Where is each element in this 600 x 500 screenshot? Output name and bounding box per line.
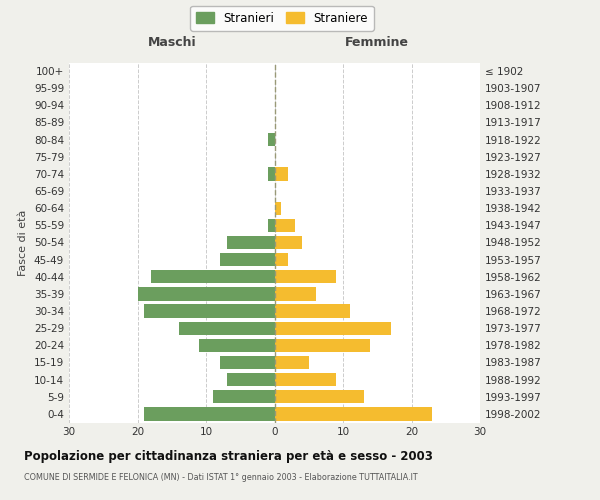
Bar [275,287,316,300]
Bar [275,373,336,386]
Text: Maschi: Maschi [148,36,196,49]
Bar [275,236,302,249]
Bar [179,322,275,335]
Bar [137,287,275,300]
Bar [227,373,275,386]
Bar [145,407,275,420]
Bar [275,407,432,420]
Bar [268,218,275,232]
Bar [275,270,336,283]
Bar [227,236,275,249]
Bar [268,133,275,146]
Bar [275,304,350,318]
Bar [213,390,275,404]
Text: COMUNE DI SERMIDE E FELONICA (MN) - Dati ISTAT 1° gennaio 2003 - Elaborazione TU: COMUNE DI SERMIDE E FELONICA (MN) - Dati… [24,472,418,482]
Text: Femmine: Femmine [345,36,409,49]
Bar [220,356,275,369]
Bar [199,338,275,352]
Bar [275,338,370,352]
Bar [151,270,275,283]
Bar [268,167,275,180]
Bar [275,356,309,369]
Bar [275,253,288,266]
Bar [275,167,288,180]
Y-axis label: Fasce di età: Fasce di età [19,210,28,276]
Bar [145,304,275,318]
Bar [275,218,295,232]
Bar [275,202,281,215]
Bar [220,253,275,266]
Bar [275,390,364,404]
Bar [275,322,391,335]
Legend: Stranieri, Straniere: Stranieri, Straniere [190,6,374,30]
Text: Popolazione per cittadinanza straniera per età e sesso - 2003: Popolazione per cittadinanza straniera p… [24,450,433,463]
